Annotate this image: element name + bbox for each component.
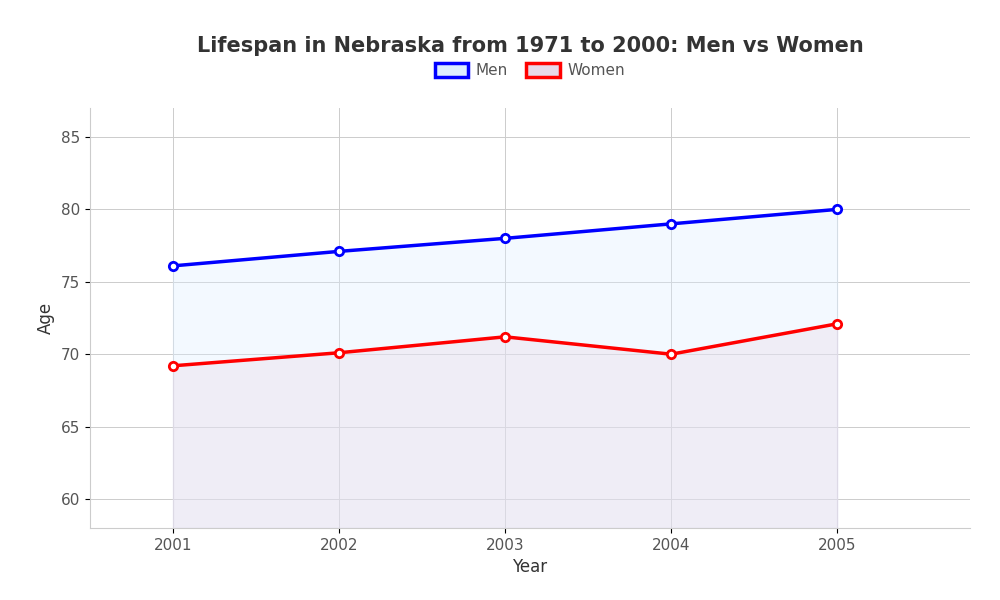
X-axis label: Year: Year [512, 558, 548, 576]
Legend: Men, Women: Men, Women [429, 57, 631, 84]
Title: Lifespan in Nebraska from 1971 to 2000: Men vs Women: Lifespan in Nebraska from 1971 to 2000: … [197, 37, 863, 56]
Y-axis label: Age: Age [37, 302, 55, 334]
